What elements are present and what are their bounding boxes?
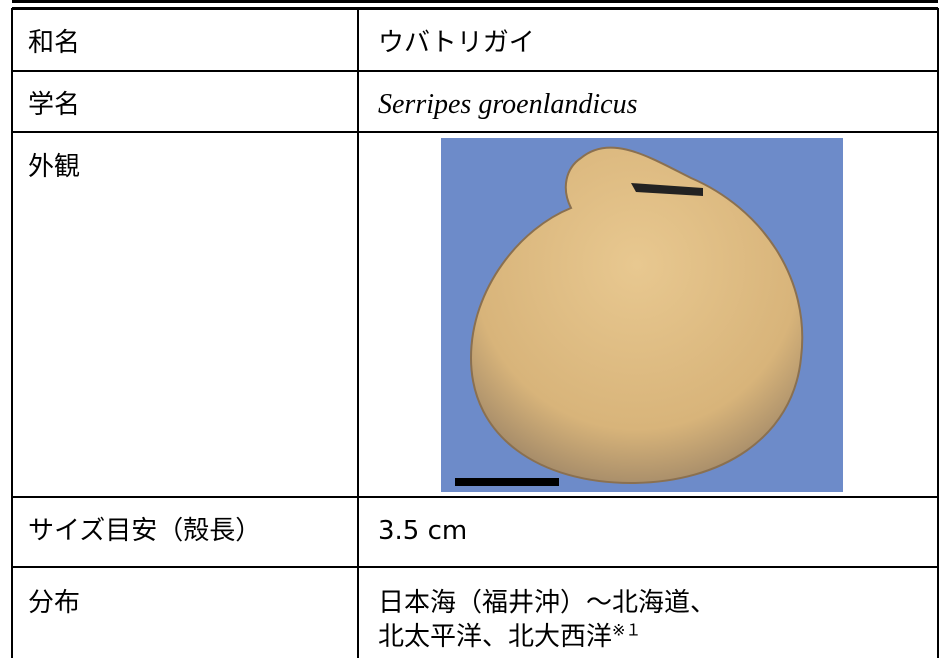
text: 北太平洋、北大西洋 (378, 622, 613, 652)
border (11, 8, 13, 658)
border (12, 7, 938, 10)
row-value-line: 北太平洋、北大西洋※１ (378, 620, 641, 654)
border (12, 566, 938, 568)
border (357, 8, 359, 658)
shell-photo (441, 138, 843, 492)
border (12, 0, 938, 3)
row-label: サイズ目安（殻長） (28, 516, 262, 546)
row-value: 3.5 cm (378, 516, 468, 546)
footnote-mark: ※１ (612, 620, 642, 640)
row-value-line: 日本海（福井沖）～北海道、 (378, 588, 717, 618)
row-label: 学名 (28, 90, 81, 120)
scientific-name: Serripes groenlandicus (378, 89, 638, 120)
row-label: 分布 (28, 588, 81, 618)
border (12, 496, 938, 498)
row-value: ウバトリガイ (378, 28, 535, 58)
border (937, 8, 939, 658)
border (12, 131, 938, 133)
border (12, 70, 938, 72)
row-label: 外観 (28, 152, 81, 182)
row-label: 和名 (28, 28, 81, 58)
